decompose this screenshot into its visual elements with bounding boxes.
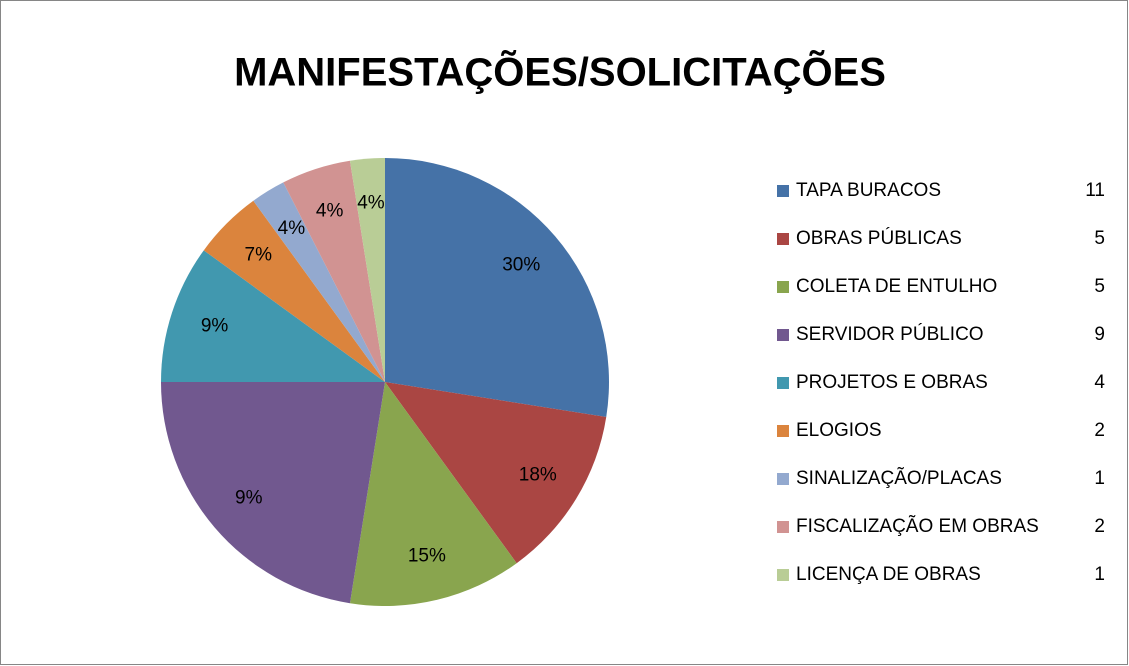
legend-value: 11 <box>1085 180 1105 201</box>
legend-label: PROJETOS E OBRAS <box>796 372 988 393</box>
legend-label: SINALIZAÇÃO/PLACAS <box>796 467 1002 489</box>
pie-slice <box>349 158 385 382</box>
pie-slice <box>349 382 517 607</box>
slice-label: 9% <box>201 316 229 337</box>
legend-swatch <box>777 281 789 293</box>
pie-slice <box>161 382 385 604</box>
slice-label: 9% <box>235 487 263 508</box>
pie-slice <box>161 250 385 382</box>
slice-label: 4% <box>278 218 306 239</box>
legend-label: SERVIDOR PÚBLICO <box>796 323 984 345</box>
pie-slice <box>385 382 607 564</box>
legend-label: COLETA DE ENTULHO <box>796 276 997 297</box>
legend-value: 5 <box>1094 228 1105 249</box>
legend-swatch <box>777 425 789 437</box>
legend-label: LICENÇA DE OBRAS <box>796 564 981 585</box>
legend-value: 4 <box>1094 372 1105 393</box>
legend-label: ELOGIOS <box>796 420 882 441</box>
slice-label: 4% <box>316 201 344 222</box>
slice-label: 15% <box>408 545 446 566</box>
pie-slice <box>253 182 385 382</box>
slice-label: 30% <box>502 255 540 276</box>
slice-label: 18% <box>519 465 557 486</box>
legend-swatch <box>777 569 789 581</box>
legend-value: 2 <box>1094 516 1105 537</box>
legend-label: OBRAS PÚBLICAS <box>796 227 962 249</box>
legend-value: 5 <box>1094 276 1105 297</box>
legend-label: FISCALIZAÇÃO EM OBRAS <box>796 515 1039 537</box>
slice-label: 4% <box>357 192 385 213</box>
legend-value: 1 <box>1094 468 1105 489</box>
legend-label: TAPA BURACOS <box>796 180 941 201</box>
pie-slice <box>283 160 385 382</box>
pie-slice <box>385 158 609 418</box>
legend-swatch <box>777 473 789 485</box>
legend-swatch <box>777 185 789 197</box>
legend-swatch <box>777 521 789 533</box>
legend-swatch <box>777 329 789 341</box>
legend-value: 9 <box>1094 324 1105 345</box>
legend-value: 2 <box>1094 420 1105 441</box>
legend-swatch <box>777 377 789 389</box>
chart-title: MANIFESTAÇÕES/SOLICITAÇÕES <box>234 49 886 95</box>
pie-slice <box>203 200 385 382</box>
legend-value: 1 <box>1094 564 1105 585</box>
slice-label: 7% <box>245 244 273 265</box>
legend-swatch <box>777 233 789 245</box>
